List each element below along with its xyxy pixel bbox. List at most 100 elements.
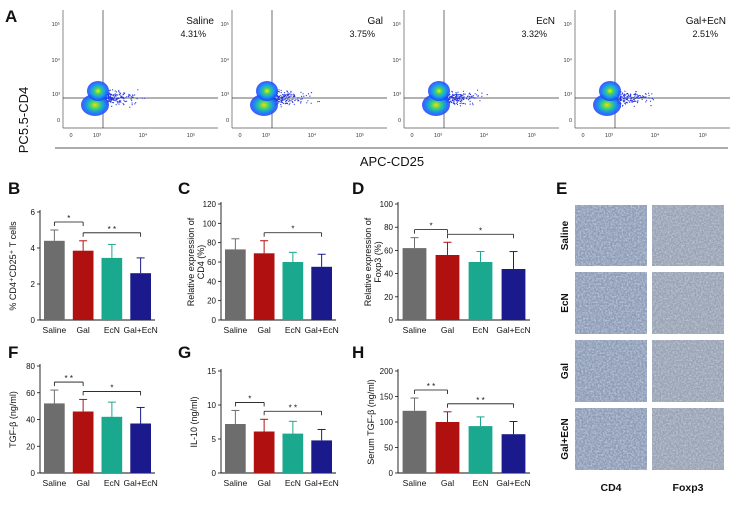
flow-event: [448, 99, 450, 101]
flow-event: [621, 99, 623, 101]
flow-event: [651, 98, 653, 100]
bar: [468, 426, 493, 473]
flow-y-tick-label: 10⁵: [221, 21, 229, 28]
x-tick-label: Gal: [441, 325, 454, 335]
y-tick-label: 20: [384, 293, 393, 302]
flow-event: [450, 96, 452, 98]
flow-x-tick-label: 10⁵: [187, 132, 195, 139]
flow-event: [111, 105, 113, 107]
bar: [225, 249, 246, 320]
flow-event: [626, 93, 628, 95]
flow-event: [307, 100, 309, 102]
flow-event: [476, 94, 478, 96]
flow-event: [626, 102, 629, 104]
flow-event: [119, 92, 121, 94]
flow-event: [627, 94, 629, 96]
flow-plot-percent: 3.32%: [521, 29, 547, 39]
flow-event: [290, 90, 292, 92]
flow-event: [123, 93, 126, 95]
flow-event: [622, 93, 624, 95]
flow-event: [622, 100, 625, 102]
x-tick-label: EcN: [104, 478, 120, 488]
flow-plot-percent: 3.75%: [349, 29, 375, 39]
significance-label: *: [291, 225, 294, 234]
significance-label: * *: [65, 374, 73, 383]
flow-event: [288, 99, 290, 101]
flow-event: [123, 92, 125, 94]
flow-event: [471, 102, 474, 104]
flow-event: [111, 101, 113, 104]
flow-y-tick-label: 10⁴: [52, 57, 61, 64]
flow-event: [290, 99, 292, 101]
flow-event: [469, 100, 471, 102]
flow-event: [117, 100, 119, 103]
flow-event: [637, 102, 639, 104]
flow-event: [303, 95, 305, 97]
flow-event: [280, 99, 282, 101]
flow-event: [285, 101, 287, 103]
bar: [44, 403, 65, 473]
flow-event: [109, 96, 111, 98]
flow-event: [281, 98, 283, 100]
flow-event: [108, 90, 110, 92]
bar: [501, 434, 526, 473]
flow-event: [132, 94, 134, 96]
flow-y-tick-label: 10³: [221, 92, 229, 98]
bar: [44, 240, 65, 320]
flow-plot-ecn: 0 10³ 10⁴ 10⁵ 0 10³ 10⁴ 10⁵ EcN 3.32%: [393, 10, 559, 139]
flow-plot-gal: 0 10³ 10⁴ 10⁵ 0 10³ 10⁴ 10⁵ Gal 3.75%: [221, 10, 387, 139]
y-tick-label: 150: [380, 393, 394, 402]
flow-event: [467, 99, 470, 101]
flow-event: [627, 92, 629, 95]
y-tick-label: 60: [26, 389, 35, 398]
bar-charts: B 0 2 4 6 % CD4⁺CD25⁺ T cells Saline Gal EcN Gal+…: [8, 179, 531, 488]
y-tick-label: 0: [212, 316, 217, 325]
flow-x-tick-label: 10⁴: [480, 132, 489, 139]
flow-event: [281, 101, 283, 104]
flow-event: [456, 102, 458, 104]
flow-event: [279, 101, 281, 103]
flow-event: [289, 102, 291, 104]
flow-event: [469, 92, 471, 94]
flow-x-tick-label: 10³: [434, 133, 442, 139]
flow-x-tick-label: 10⁴: [308, 132, 317, 139]
flow-event: [283, 99, 285, 101]
flow-event: [276, 95, 278, 97]
flow-event: [456, 98, 458, 100]
y-axis-label: Relative expression of: [363, 217, 373, 306]
flow-event: [651, 93, 653, 95]
flow-event: [462, 93, 465, 95]
x-tick-label: Saline: [403, 325, 427, 335]
flow-event: [637, 100, 639, 102]
flow-event: [123, 104, 125, 106]
x-tick-label: Gal+EcN: [124, 325, 158, 335]
flow-event: [451, 96, 453, 99]
flow-event: [635, 100, 637, 102]
flow-x-tick-label: 10⁵: [528, 132, 536, 139]
bar: [435, 422, 460, 473]
flow-event: [122, 103, 124, 105]
flow-event: [285, 95, 287, 97]
flow-y-tick-label: 10³: [393, 92, 401, 98]
y-tick-label: 60: [384, 246, 393, 255]
y-axis-label: % CD4⁺CD25⁺ T cells: [8, 221, 18, 311]
flow-event: [300, 91, 302, 93]
flow-event: [296, 98, 298, 100]
flow-event: [472, 96, 474, 99]
x-tick-label: Gal: [77, 325, 90, 335]
x-tick-label: Gal+EcN: [305, 325, 339, 335]
flow-event: [462, 98, 464, 101]
flow-event: [472, 104, 474, 106]
x-tick-label: EcN: [472, 478, 488, 488]
flow-event: [474, 93, 476, 95]
flow-event: [107, 97, 110, 100]
flow-event: [456, 103, 459, 106]
flow-event: [120, 95, 122, 97]
x-tick-label: Gal+EcN: [496, 478, 530, 488]
flow-y-tick-label: 10⁵: [564, 21, 572, 28]
x-tick-label: Saline: [224, 478, 248, 488]
flow-event: [292, 98, 294, 100]
flow-event: [126, 100, 128, 102]
flow-event: [463, 102, 465, 104]
flow-event: [638, 94, 640, 97]
